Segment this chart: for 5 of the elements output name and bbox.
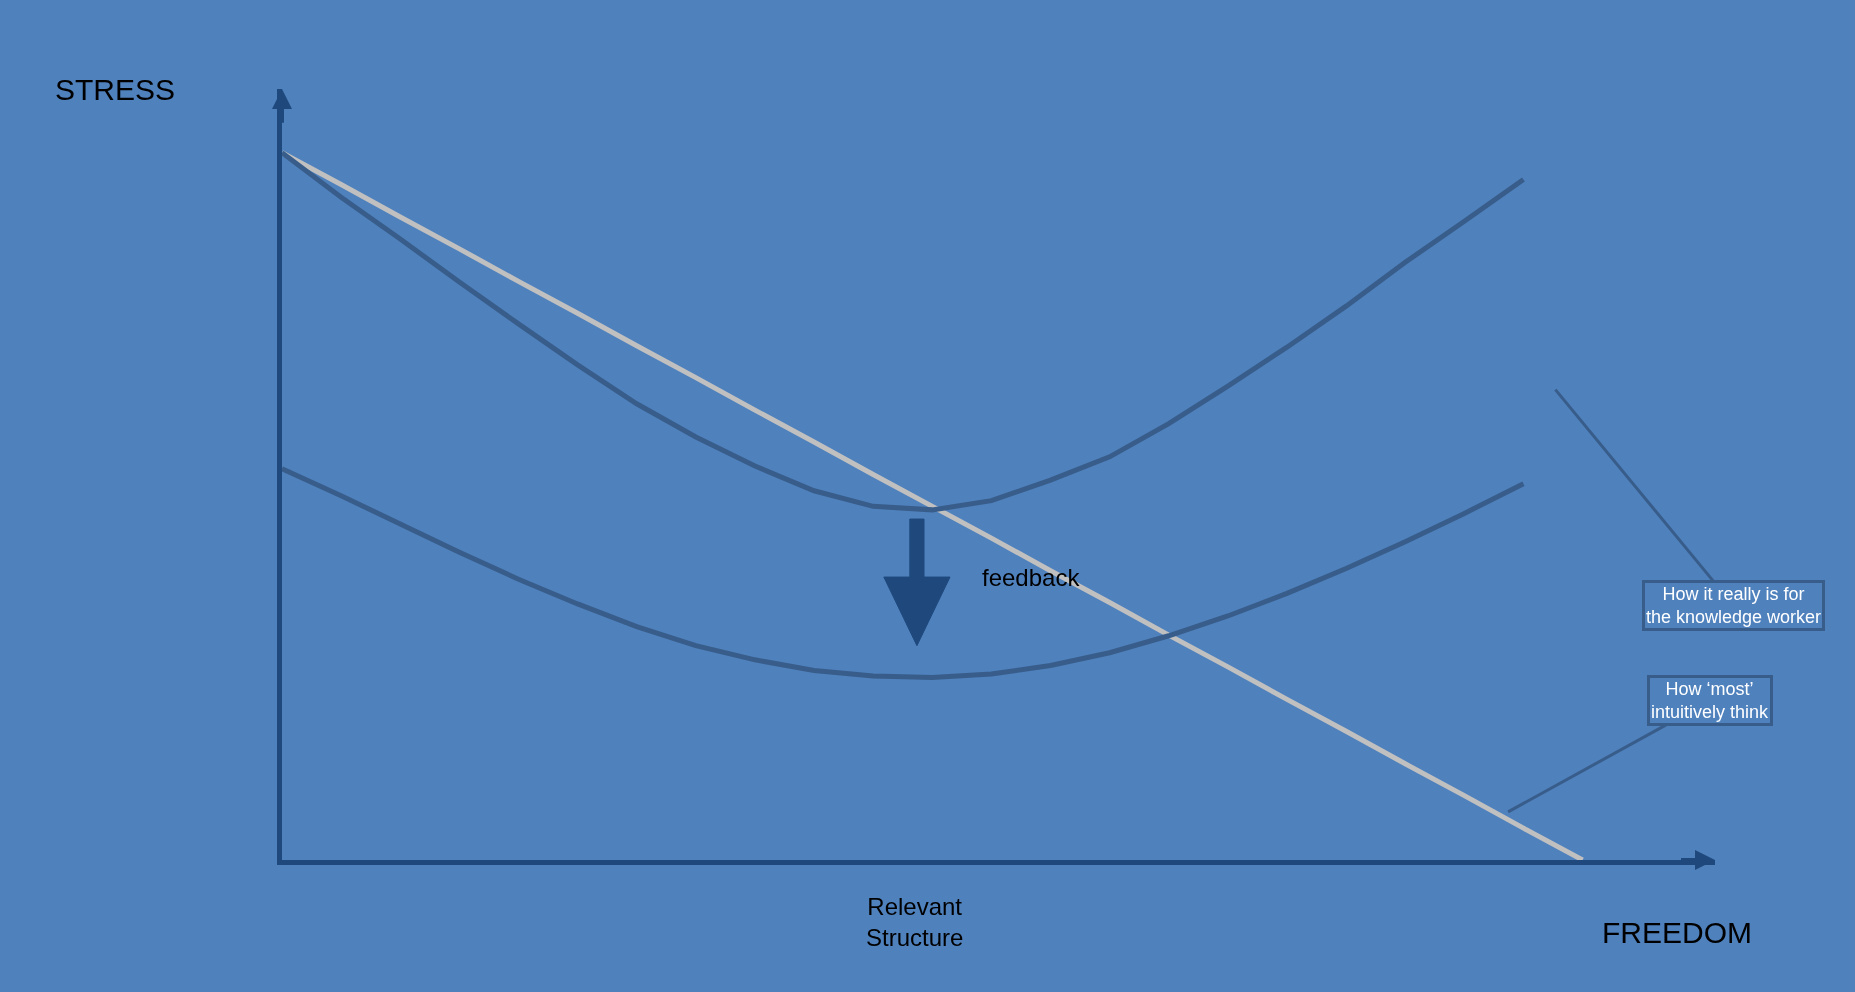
text: How it really is for the knowledge worker — [1646, 584, 1822, 628]
text: How ‘most’ intuitively think — [1651, 679, 1770, 723]
y-axis-title: STRESS — [55, 73, 176, 106]
text: Relevant Structure — [866, 893, 964, 952]
x-axis-title: FREEDOM — [1602, 916, 1752, 949]
